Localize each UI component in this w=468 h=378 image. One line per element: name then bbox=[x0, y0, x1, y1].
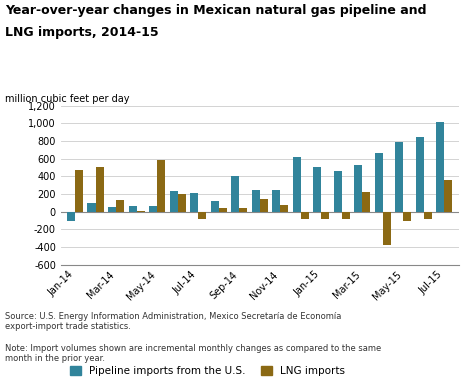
Bar bbox=[198, 212, 206, 219]
Bar bbox=[334, 171, 342, 212]
Legend: Pipeline imports from the U.S., LNG imports: Pipeline imports from the U.S., LNG impo… bbox=[66, 362, 349, 378]
Bar bbox=[178, 194, 186, 212]
Bar bbox=[75, 170, 83, 212]
Bar bbox=[362, 192, 371, 212]
Bar bbox=[292, 157, 301, 212]
Bar bbox=[231, 177, 239, 212]
Bar bbox=[383, 212, 391, 245]
Bar bbox=[137, 211, 145, 212]
Bar bbox=[108, 207, 116, 212]
Bar bbox=[149, 206, 157, 212]
Bar bbox=[251, 190, 260, 212]
Bar bbox=[403, 212, 411, 220]
Bar bbox=[219, 208, 227, 212]
Bar bbox=[280, 204, 288, 212]
Bar bbox=[67, 212, 75, 220]
Bar bbox=[444, 180, 453, 212]
Bar bbox=[116, 200, 124, 212]
Bar bbox=[342, 212, 350, 219]
Bar bbox=[169, 191, 178, 212]
Bar bbox=[395, 142, 403, 212]
Bar bbox=[354, 166, 362, 212]
Bar bbox=[190, 193, 198, 212]
Bar bbox=[313, 167, 321, 212]
Text: Year-over-year changes in Mexican natural gas pipeline and: Year-over-year changes in Mexican natura… bbox=[5, 4, 426, 17]
Text: Note: Import volumes shown are incremental monthly changes as compared to the sa: Note: Import volumes shown are increment… bbox=[5, 344, 381, 363]
Bar bbox=[95, 167, 104, 212]
Bar bbox=[211, 201, 219, 212]
Bar bbox=[424, 212, 432, 219]
Bar bbox=[239, 208, 248, 212]
Bar bbox=[416, 137, 424, 212]
Text: Source: U.S. Energy Information Administration, Mexico Secretaría de Economía
ex: Source: U.S. Energy Information Administ… bbox=[5, 312, 341, 331]
Bar bbox=[157, 160, 165, 212]
Bar bbox=[88, 203, 95, 212]
Bar bbox=[321, 212, 329, 219]
Bar bbox=[374, 153, 383, 212]
Text: LNG imports, 2014-15: LNG imports, 2014-15 bbox=[5, 26, 158, 39]
Bar bbox=[301, 212, 309, 219]
Bar bbox=[129, 206, 137, 212]
Text: million cubic feet per day: million cubic feet per day bbox=[5, 94, 129, 104]
Bar bbox=[436, 122, 444, 212]
Bar bbox=[260, 199, 268, 212]
Bar bbox=[272, 190, 280, 212]
